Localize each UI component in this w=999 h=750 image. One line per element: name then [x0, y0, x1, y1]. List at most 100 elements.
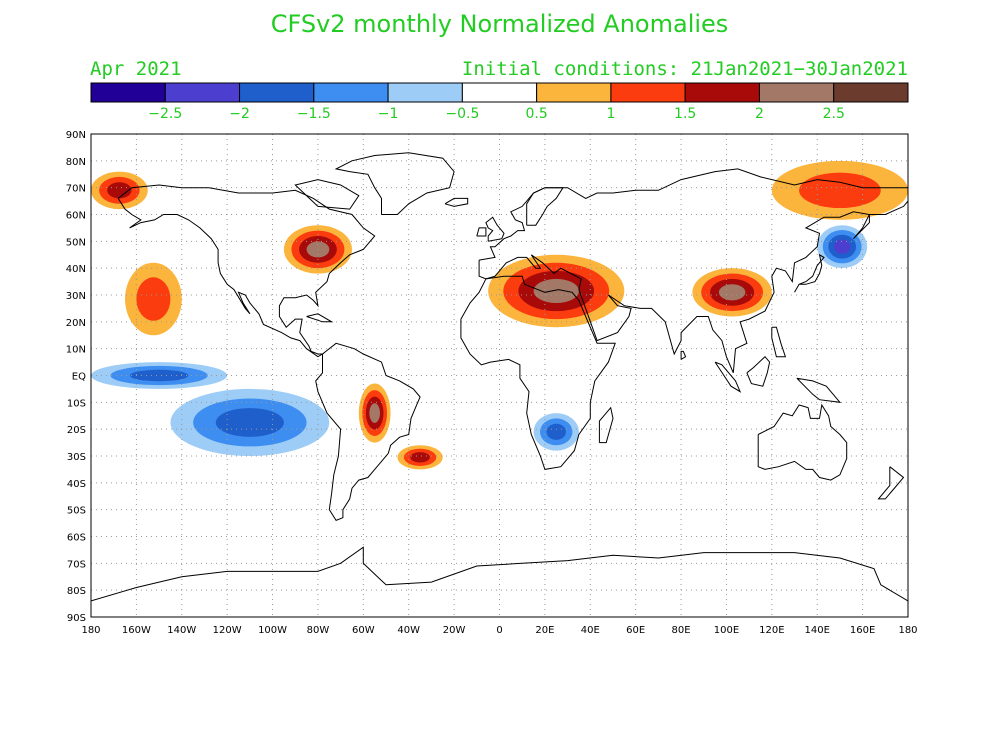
longitude-tick-label: 0 — [496, 625, 502, 636]
longitude-tick-label: 140W — [167, 625, 196, 636]
coastline-south-america — [315, 342, 421, 522]
latitude-tick-label: 90S — [67, 613, 86, 624]
colorbar-tick-label: −0.5 — [445, 106, 479, 122]
colorbar-swatch — [313, 82, 389, 103]
coastline-new-zealand — [877, 466, 905, 500]
latitude-tick-label: 30S — [67, 452, 86, 463]
longitude-tick-label: 60W — [352, 625, 375, 636]
coastline-eurasia — [478, 168, 908, 373]
colorbar-swatch — [610, 82, 686, 103]
longitude-tick-label: 160W — [122, 625, 151, 636]
coastline-iceland — [444, 197, 469, 207]
colorbar-tick-label: 0.5 — [526, 106, 548, 122]
coastline-scandinavia-sweden — [526, 187, 564, 226]
colorbar-tick-label: 1.5 — [674, 106, 696, 122]
latitude-tick-label: 20N — [66, 318, 86, 329]
longitude-tick-label: 100W — [258, 625, 287, 636]
coastline-borneo — [746, 355, 771, 387]
longitude-labels: 180 160W 140W 120W 100W 80W 60W 40W 20W 0 20E 40E 60… — [81, 625, 917, 636]
valid-month: Apr 2021 — [90, 58, 182, 80]
latitude-tick-label: 60N — [66, 211, 86, 222]
colorbar-swatch — [387, 82, 463, 103]
latitude-tick-label: 50S — [67, 506, 86, 517]
longitude-tick-label: 120E — [759, 625, 784, 636]
latitude-labels: 90N 80N 70N 60N 50N 40N 30N 20N 10N EQ 10S 20S 30S 40… — [66, 130, 86, 624]
map-frame — [90, 133, 909, 618]
coastlines — [91, 152, 908, 602]
latitude-tick-label: 70S — [67, 559, 86, 570]
anomaly-contour — [718, 284, 746, 301]
longitude-tick-label: 40E — [581, 625, 600, 636]
anomaly-contour — [136, 277, 171, 321]
coastline-africa — [460, 275, 616, 470]
coastline-antarctica — [91, 546, 908, 602]
coastline-baffin-island — [294, 179, 360, 210]
colorbar-swatch — [239, 82, 315, 103]
longitude-tick-label: 120W — [213, 625, 242, 636]
latitude-tick-label: 90N — [66, 130, 86, 141]
coastline-japan — [794, 253, 825, 293]
coastline-new-guinea — [796, 377, 842, 403]
coastline-uk — [485, 216, 505, 242]
initial-conditions: Initial conditions: 21Jan2021−30Jan2021 — [461, 58, 908, 80]
longitude-tick-label: 180 — [81, 625, 100, 636]
latitude-tick-label: 50N — [66, 237, 86, 248]
gridlines — [91, 134, 908, 617]
longitude-tick-label: 80E — [672, 625, 691, 636]
longitude-tick-label: 160E — [850, 625, 875, 636]
anomaly-contour — [369, 403, 380, 423]
anomaly-contour — [107, 182, 132, 199]
anomaly-shading — [91, 160, 908, 470]
coastline-madagascar — [598, 406, 614, 444]
colorbar-tick-label: −2 — [229, 106, 250, 122]
longitude-tick-label: 60E — [626, 625, 645, 636]
colorbar-swatch — [164, 82, 241, 103]
coastline-australia — [757, 403, 848, 481]
colorbar-tick-label: −1.5 — [297, 106, 331, 122]
latitude-tick-label: EQ — [72, 372, 86, 383]
anomaly-contour — [799, 172, 881, 209]
latitude-tick-label: 80N — [66, 157, 86, 168]
anomaly-contour — [410, 452, 430, 463]
coastline-north-america — [117, 184, 376, 358]
latitude-tick-label: 30N — [66, 291, 86, 302]
colorbar-swatch — [684, 82, 760, 103]
anomaly-contour — [546, 423, 566, 440]
anomaly-contour — [129, 369, 189, 382]
colorbar-tick-label: −2.5 — [148, 106, 182, 122]
colorbar-tick-label: 2.5 — [823, 106, 845, 122]
colorbar-swatch — [461, 82, 538, 103]
longitude-tick-label: 80W — [307, 625, 330, 636]
latitude-tick-label: 40S — [67, 479, 86, 490]
coastline-philippines — [771, 326, 787, 358]
colorbar-tick-label: 1 — [606, 106, 615, 122]
anomaly-contour — [215, 408, 284, 437]
anomaly-contour — [833, 239, 851, 254]
coastline-sri-lanka — [680, 350, 687, 360]
longitude-tick-label: 180 — [898, 625, 917, 636]
chart-title: CFSv2 monthly Normalized Anomalies — [270, 10, 729, 38]
longitude-tick-label: 20W — [443, 625, 466, 636]
latitude-tick-label: 20S — [67, 425, 86, 436]
coastline-ireland — [476, 227, 487, 237]
longitude-tick-label: 100E — [714, 625, 739, 636]
colorbar-tick-label: −1 — [378, 106, 399, 122]
latitude-tick-label: 60S — [67, 533, 86, 544]
longitude-tick-label: 40W — [397, 625, 420, 636]
colorbar — [90, 82, 909, 103]
latitude-tick-label: 80S — [67, 586, 86, 597]
longitude-tick-label: 20E — [535, 625, 554, 636]
latitude-tick-label: 40N — [66, 264, 86, 275]
latitude-tick-label: 70N — [66, 184, 86, 195]
colorbar-labels: −2.5 −2 −1.5 −1 −0.5 0.5 1 1.5 2 2.5 — [148, 106, 845, 122]
coastline-greenland — [334, 152, 455, 215]
colorbar-swatch — [758, 82, 835, 103]
coastline-cuba — [306, 313, 334, 323]
colorbar-swatch — [536, 82, 612, 103]
colorbar-swatch — [90, 82, 166, 103]
colorbar-tick-label: 2 — [755, 106, 764, 122]
longitude-tick-label: 140E — [805, 625, 830, 636]
latitude-tick-label: 10S — [67, 398, 86, 409]
coastline-sumatra — [714, 361, 742, 393]
